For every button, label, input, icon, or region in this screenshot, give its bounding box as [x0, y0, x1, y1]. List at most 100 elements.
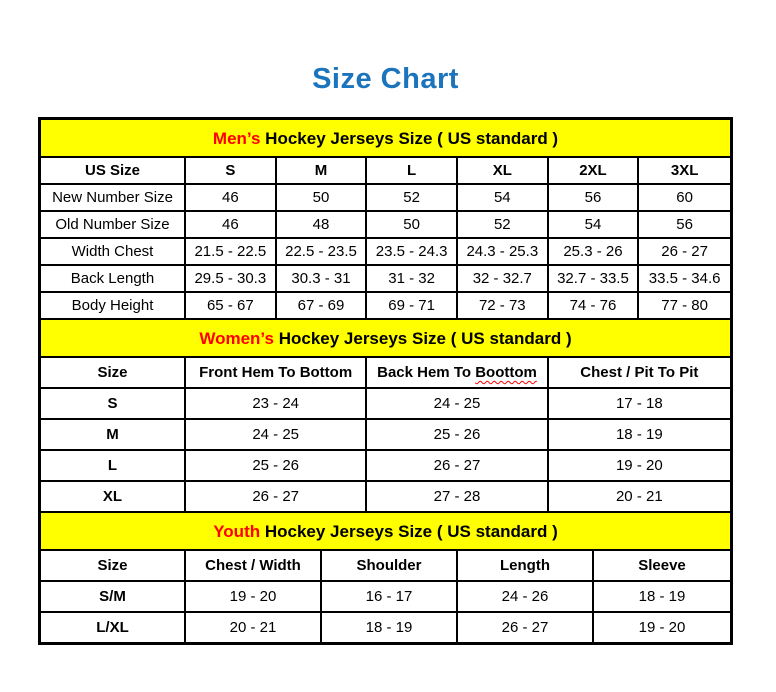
mens-row-label: New Number Size — [41, 185, 186, 212]
youth-column-header: Sleeve — [594, 551, 730, 582]
mens-size-value: 52 — [367, 185, 458, 212]
womens-size-value: 27 - 28 — [367, 482, 549, 513]
youth-title-accent: Youth — [213, 522, 261, 541]
section-mens: Men’s Hockey Jerseys Size ( US standard … — [41, 120, 730, 320]
womens-row-label: S — [41, 389, 186, 420]
womens-size-value: 23 - 24 — [186, 389, 368, 420]
mens-size-value: 23.5 - 24.3 — [367, 239, 458, 266]
mens-size-value: 32 - 32.7 — [457, 266, 549, 293]
mens-column-header: M — [276, 158, 368, 185]
womens-size-value: 25 - 26 — [186, 451, 368, 482]
womens-table-row: S 23 - 24 24 - 25 17 - 18 — [41, 389, 730, 420]
mens-column-header: XL — [457, 158, 549, 185]
youth-column-header: Size — [41, 551, 186, 582]
youth-size-value: 18 - 19 — [322, 613, 458, 642]
mens-size-value: 29.5 - 30.3 — [186, 266, 277, 293]
mens-size-value: 24.3 - 25.3 — [457, 239, 549, 266]
mens-header-row: US Size S M L XL 2XL 3XL — [41, 158, 730, 185]
youth-size-value: 19 - 20 — [638, 619, 686, 636]
mens-size-value: 69 - 71 — [367, 293, 458, 320]
mens-size-value: 33.5 - 34.6 — [639, 266, 730, 293]
mens-size-value: 32.7 - 33.5 — [548, 266, 640, 293]
womens-title-rest: Hockey Jerseys Size ( US standard ) — [273, 329, 572, 348]
mens-size-value: 52 — [457, 212, 549, 239]
mens-row-label: Width Chest — [41, 239, 186, 266]
mens-size-value: 46 — [186, 185, 277, 212]
youth-column-header: Shoulder — [322, 551, 458, 582]
youth-size-value: 24 - 26 — [458, 582, 594, 613]
section-youth: Youth Hockey Jerseys Size ( US standard … — [41, 513, 730, 642]
mens-row-label: Back Length — [41, 266, 186, 293]
youth-size-value: 16 - 17 — [322, 582, 458, 613]
size-chart: Men’s Hockey Jerseys Size ( US standard … — [38, 117, 733, 645]
womens-size-value: 17 - 18 — [548, 389, 730, 420]
mens-column-header: L — [367, 158, 458, 185]
youth-column-header: Chest / Width — [186, 551, 322, 582]
womens-size-value: 26 - 27 — [186, 482, 368, 513]
mens-size-value: 54 — [548, 212, 640, 239]
womens-row-label: M — [41, 420, 186, 451]
mens-row-label: Old Number Size — [41, 212, 186, 239]
womens-header-row: Size Front Hem To Bottom Back Hem To Boott… — [41, 358, 730, 389]
youth-size-value: 19 - 20 — [186, 582, 322, 613]
womens-size-value: 25 - 26 — [367, 420, 549, 451]
womens-column-header: Chest / Pit To Pit — [548, 358, 730, 389]
womens-column-header: Front Hem To Bottom — [186, 358, 368, 389]
mens-table-row: Back Length 29.5 - 30.3 30.3 - 31 31 - 32 32… — [41, 266, 730, 293]
womens-title-band: Women’s Hockey Jerseys Size ( US standar… — [41, 320, 730, 358]
mens-column-header: 2XL — [548, 158, 640, 185]
section-womens: Women’s Hockey Jerseys Size ( US standar… — [41, 320, 730, 513]
mens-size-value: 50 — [276, 185, 368, 212]
youth-title-rest: Hockey Jerseys Size ( US standard ) — [260, 522, 558, 541]
mens-size-value: 21.5 - 22.5 — [186, 239, 277, 266]
mens-table-row: Width Chest 21.5 - 22.5 22.5 - 23.5 23.5 - … — [41, 239, 730, 266]
mens-size-value: 56 — [548, 185, 640, 212]
youth-size-value: 20 - 21 — [186, 613, 322, 642]
womens-table-row: M 24 - 25 25 - 26 18 - 19 — [41, 420, 730, 451]
womens-row-label: XL — [41, 482, 186, 513]
mens-title-accent: Men’s — [212, 129, 261, 148]
mens-size-value: 54 — [457, 185, 549, 212]
womens-column-header: Back Hem To Boottom — [367, 358, 549, 389]
womens-size-value: 26 - 27 — [367, 451, 549, 482]
table-womens: Size Front Hem To Bottom Back Hem To Boott… — [41, 358, 730, 513]
mens-column-header: 3XL — [639, 158, 730, 185]
youth-row-label: L/XL — [41, 613, 186, 642]
womens-title-accent: Women’s — [199, 329, 274, 348]
table-youth: Size Chest / Width Shoulder Length Sleeve S/M… — [41, 551, 730, 642]
womens-size-value: 19 - 20 — [548, 451, 730, 482]
mens-row-label: Body Height — [41, 293, 186, 320]
youth-title-band: Youth Hockey Jerseys Size ( US standard … — [41, 513, 730, 551]
womens-table-row: L 25 - 26 26 - 27 19 - 20 — [41, 451, 730, 482]
mens-table-row: Old Number Size 46 48 50 52 54 56 — [41, 212, 730, 239]
mens-size-value: 60 — [639, 185, 730, 212]
mens-column-header: S — [186, 158, 277, 185]
mens-size-value: 22.5 - 23.5 — [276, 239, 368, 266]
womens-column-header: Size — [41, 358, 186, 389]
womens-size-value: 20 - 21 — [548, 482, 730, 513]
youth-header-row: Size Chest / Width Shoulder Length Sleeve — [41, 551, 730, 582]
youth-row-label: S/M — [41, 582, 186, 613]
misspelled-word-squiggle: Boottom — [475, 364, 537, 381]
mens-size-value: 77 - 80 — [639, 293, 730, 320]
header-text: Back Hem To — [377, 364, 476, 381]
title-area: Size Chart — [38, 0, 733, 96]
mens-size-value: 30.3 - 31 — [276, 266, 368, 293]
youth-table-row: L/XL 20 - 21 18 - 19 26 - 27 19 - 20 — [41, 613, 730, 642]
mens-size-value: 50 — [367, 212, 458, 239]
mens-table-row: New Number Size 46 50 52 54 56 60 — [41, 185, 730, 212]
mens-size-value: 74 - 76 — [548, 293, 640, 320]
mens-title-rest: Hockey Jerseys Size ( US standard ) — [260, 129, 559, 148]
mens-size-value: 67 - 69 — [276, 293, 368, 320]
mens-size-value: 25.3 - 26 — [548, 239, 640, 266]
mens-size-value: 46 — [186, 212, 277, 239]
mens-size-value: 26 - 27 — [639, 239, 730, 266]
womens-size-value: 24 - 25 — [186, 420, 368, 451]
womens-size-value: 18 - 19 — [548, 420, 730, 451]
mens-title-band: Men’s Hockey Jerseys Size ( US standard … — [41, 120, 730, 158]
womens-row-label: L — [41, 451, 186, 482]
mens-size-value: 31 - 32 — [367, 266, 458, 293]
youth-table-row: S/M 19 - 20 16 - 17 24 - 26 18 - 19 — [41, 582, 730, 613]
mens-table-row: Body Height 65 - 67 67 - 69 69 - 71 72 - 73 7… — [41, 293, 730, 320]
youth-size-value: 26 - 27 — [458, 613, 594, 642]
